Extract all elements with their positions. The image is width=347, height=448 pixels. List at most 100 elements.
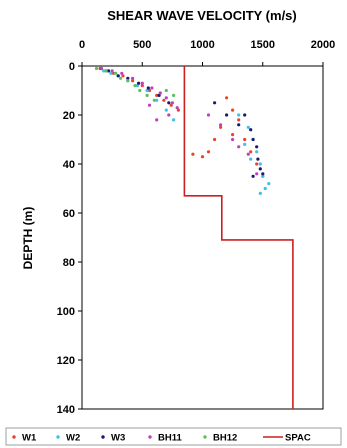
x-axis-ticks: 0 500 1000 1500 2000 xyxy=(79,39,335,66)
data-point-w1 xyxy=(225,96,229,100)
series-bh12 xyxy=(94,66,176,102)
data-point-w3 xyxy=(157,93,161,97)
legend-label: W3 xyxy=(111,433,125,444)
data-point-bh12 xyxy=(133,84,137,88)
data-point-w3 xyxy=(243,113,247,117)
data-point-w3 xyxy=(251,137,255,142)
data-point-w3 xyxy=(256,157,260,161)
data-point-w3 xyxy=(255,145,259,149)
data-point-bh12 xyxy=(138,88,142,93)
data-point-w3 xyxy=(167,101,171,105)
series-spac xyxy=(183,66,294,409)
data-point-w3 xyxy=(213,101,217,105)
legend-label: BH12 xyxy=(213,433,237,444)
data-point-bh12 xyxy=(114,71,118,75)
x-tick-label: 1500 xyxy=(251,39,275,51)
data-point-w3 xyxy=(106,69,111,73)
series-w2 xyxy=(102,69,271,195)
y-axis-ticks: 0 20 40 60 80 100 120 140 xyxy=(57,61,82,416)
data-point-w2 xyxy=(255,150,259,154)
data-point-w1 xyxy=(191,152,195,156)
data-point-w2 xyxy=(164,108,168,112)
data-point-w2 xyxy=(109,71,113,75)
data-point-w1 xyxy=(155,93,159,97)
legend-item-w2: W2 xyxy=(56,433,80,444)
data-point-bh11 xyxy=(131,76,135,80)
data-point-w1 xyxy=(147,88,152,93)
data-point-w1 xyxy=(162,98,166,102)
data-point-w1 xyxy=(249,150,253,154)
data-point-w3 xyxy=(237,123,241,127)
data-point-w2 xyxy=(135,84,139,88)
data-point-w3 xyxy=(258,167,262,171)
data-point-bh11 xyxy=(237,145,241,149)
legend-dot-swatch xyxy=(203,435,207,439)
series-w3 xyxy=(99,66,265,178)
data-point-bh12 xyxy=(145,93,149,97)
data-point-w1 xyxy=(231,108,235,112)
data-point-bh11 xyxy=(246,152,250,156)
series-bh11 xyxy=(99,66,259,176)
data-point-w1 xyxy=(200,155,205,159)
data-point-w1 xyxy=(255,162,259,166)
data-point-w2 xyxy=(258,162,262,166)
legend-item-spac: SPAC xyxy=(263,433,311,444)
data-point-bh11 xyxy=(170,101,174,105)
data-point-w3 xyxy=(261,172,265,176)
y-tick-label: 100 xyxy=(57,306,75,318)
data-point-w1 xyxy=(213,137,217,142)
data-point-w3 xyxy=(225,113,229,117)
series-layer xyxy=(94,66,294,409)
data-point-bh11 xyxy=(140,81,144,85)
data-point-bh11 xyxy=(120,71,124,75)
data-point-w2 xyxy=(155,98,159,102)
data-point-bh11 xyxy=(219,123,223,127)
y-tick-label: 120 xyxy=(57,355,75,367)
data-point-bh12 xyxy=(104,69,108,73)
legend: W1 W2 W3 BH11 BH12 SPAC xyxy=(12,433,311,444)
data-point-bh11 xyxy=(164,96,168,100)
data-point-bh11 xyxy=(110,69,114,73)
data-point-bh11 xyxy=(206,113,211,117)
data-point-w2 xyxy=(258,191,262,195)
data-point-w1 xyxy=(131,79,135,83)
data-point-w2 xyxy=(246,125,250,129)
legend-dot-swatch xyxy=(56,435,60,439)
data-point-bh12 xyxy=(172,93,176,97)
data-point-w2 xyxy=(261,174,265,178)
data-point-bh11 xyxy=(150,86,154,90)
data-point-bh12 xyxy=(126,79,130,83)
plot-frame xyxy=(81,65,324,410)
legend-box xyxy=(5,427,342,446)
data-point-w3 xyxy=(146,86,150,90)
legend-item-bh11: BH11 xyxy=(148,433,182,444)
data-point-w1 xyxy=(176,108,180,112)
data-point-w2 xyxy=(243,142,247,146)
data-point-w1 xyxy=(219,125,223,129)
data-point-bh12 xyxy=(119,76,123,80)
data-point-bh11 xyxy=(175,106,179,110)
y-axis-label: DEPTH (m) xyxy=(21,207,35,270)
data-point-w1 xyxy=(169,103,173,107)
data-point-w2 xyxy=(172,118,176,122)
data-point-bh11 xyxy=(99,66,103,71)
data-point-w1 xyxy=(237,118,241,122)
legend-dot-swatch xyxy=(148,435,152,439)
legend-dot-swatch xyxy=(12,435,16,439)
data-point-bh11 xyxy=(147,103,152,107)
legend-label: W1 xyxy=(22,433,37,444)
x-tick-label: 1000 xyxy=(190,39,214,51)
legend-label: SPAC xyxy=(285,433,311,444)
data-point-w2 xyxy=(249,157,253,161)
series-w1 xyxy=(98,66,265,178)
data-point-w1 xyxy=(111,71,115,75)
spac-profile-line xyxy=(183,66,294,409)
data-point-w1 xyxy=(140,84,144,88)
data-point-bh11 xyxy=(167,113,171,117)
data-point-w2 xyxy=(263,186,267,191)
y-tick-label: 20 xyxy=(63,110,75,122)
data-point-w1 xyxy=(206,150,211,154)
data-point-w3 xyxy=(251,174,255,178)
data-point-w2 xyxy=(237,113,241,117)
